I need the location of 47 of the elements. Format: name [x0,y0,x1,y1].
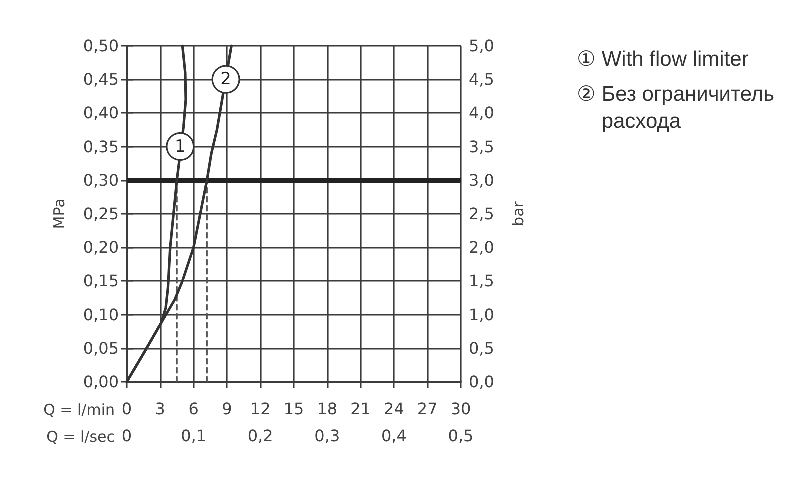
y-tick-label: 0,40 [83,104,119,123]
x2-tick-label: 0 [122,426,132,446]
annotation: 2 [220,70,232,90]
y-axis-title: MPa [50,198,68,230]
y-tick-label: 0,35 [83,137,119,156]
text: ② Без ограничитель расхода [577,83,775,133]
y2-axis-title: bar [510,200,528,226]
x-tick-label: 15 [284,400,304,418]
y2-tick-label: 2,5 [469,204,494,224]
x-tick-label: 30 [450,400,472,418]
x-tick-label: 24 [384,400,404,418]
y-tick-label: 0,00 [83,372,119,392]
x2-tick-label: 0,1 [181,426,207,446]
x-tick-label: 18 [317,400,338,418]
y2-tick-label: 3,0 [469,170,494,190]
x2-tick-label: 0,3 [314,426,340,446]
y2-tick-label: 2,0 [469,238,494,258]
x-tick-label: 21 [350,400,371,418]
y2-tick-label: 1,0 [469,305,494,324]
x-tick-label: 3 [155,400,166,418]
x-tick-label: 0 [122,400,132,418]
text: ① With flow limiter [577,48,749,71]
x2-tick-label: 0,4 [381,426,407,446]
y-tick-label: 0,30 [83,170,119,190]
y2-tick-label: 4,5 [469,70,494,90]
x-tick-label: 12 [250,400,271,418]
y2-tick-label: 1,5 [469,272,494,291]
x2-tick-label: 0,2 [248,426,274,446]
y2-tick-label: 0,5 [469,338,494,358]
y2-tick-label: 4,0 [469,104,494,123]
x2-axis-title: Q = l/sec [46,428,115,446]
y2-tick-label: 5,0 [469,36,494,56]
y-tick-label: 0,20 [83,238,119,258]
y-tick-label: 0,05 [83,338,119,358]
y2-tick-label: 0,0 [469,372,494,392]
x-tick-label: 6 [188,400,199,418]
y-tick-label: 0,45 [83,70,119,90]
y-tick-label: 0,25 [83,204,119,224]
y-tick-label: 0,10 [83,305,119,324]
x2-tick-label: 0,5 [448,426,474,446]
x-axis-title: Q = l/min [44,401,115,419]
annotation: 1 [175,136,186,157]
y-tick-label: 0,50 [83,36,119,56]
x-tick-label: 27 [417,400,438,418]
x-tick-label: 9 [222,400,232,418]
y2-tick-label: 3,5 [469,137,494,156]
y-tick-label: 0,15 [83,272,119,291]
